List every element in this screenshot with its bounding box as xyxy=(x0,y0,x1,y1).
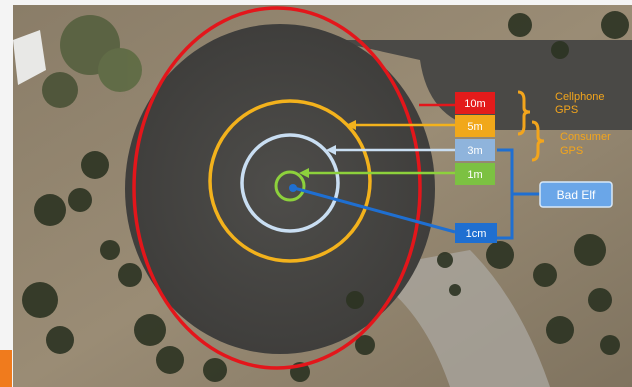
badge-1cm-label: 1cm xyxy=(466,228,487,240)
consumer-gps-line2: GPS xyxy=(560,145,583,157)
badge-5m-label: 5m xyxy=(467,121,482,133)
ring-5m xyxy=(208,99,372,263)
asphalt-cul-de-sac xyxy=(125,24,435,354)
ring-3m xyxy=(240,133,340,233)
badge-1m xyxy=(455,163,495,185)
badge-3m-label: 3m xyxy=(467,145,482,157)
badge-1cm xyxy=(455,223,497,243)
badge-5m xyxy=(455,115,495,137)
consumer-gps-line1: Consumer xyxy=(560,131,611,143)
cellphone-bracket-icon xyxy=(517,90,531,136)
bad-elf-label: Bad Elf xyxy=(557,188,596,202)
badge-1m-label: 1m xyxy=(467,169,482,181)
pointer-lines xyxy=(293,103,456,234)
badge-10m xyxy=(455,92,495,114)
vegetation xyxy=(22,11,629,382)
driveway xyxy=(330,40,632,130)
badge-10m-label: 10m xyxy=(464,98,485,110)
corner-accent xyxy=(0,350,12,387)
concrete-path xyxy=(360,250,550,387)
cellphone-gps-line2: GPS xyxy=(555,104,578,116)
consumer-bracket-icon xyxy=(531,120,545,162)
arrow-3m-icon xyxy=(326,145,336,155)
ring-10m xyxy=(132,6,422,370)
badge-3m xyxy=(455,139,495,161)
arrowheads xyxy=(289,120,356,192)
ring-1m xyxy=(274,170,306,202)
building-roof xyxy=(13,30,46,85)
arrow-1cm-icon xyxy=(289,184,297,192)
bad-elf-box xyxy=(539,181,613,208)
arrow-1m-icon xyxy=(299,168,309,178)
arrow-5m-icon xyxy=(346,120,356,130)
cellphone-gps-line1: Cellphone xyxy=(555,91,605,103)
